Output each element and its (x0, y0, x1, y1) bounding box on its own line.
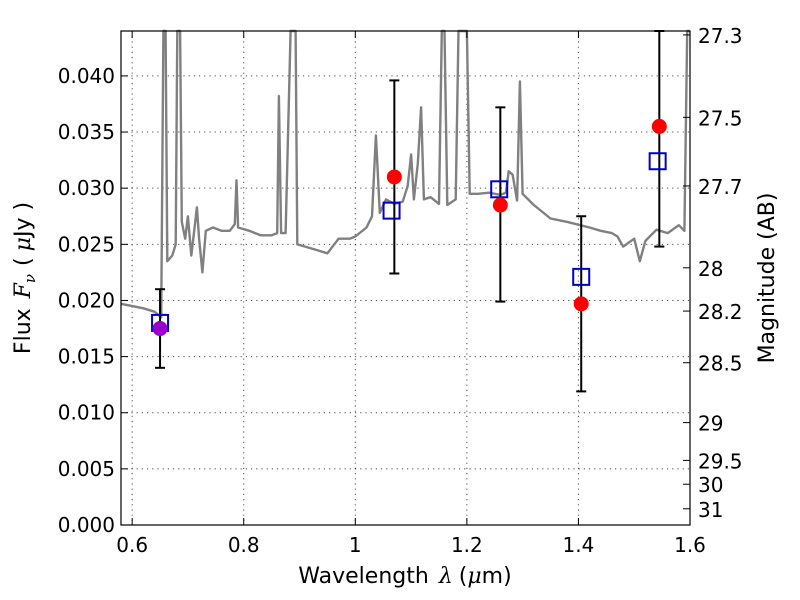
y-tick-label: 0.015 (58, 345, 115, 369)
axis-ticks: 0.6 0.8 1 1.2 1.4 1.6 0.000 0.005 0.010 0.015 0.02… (58, 24, 743, 557)
magnitude-tick-label: 27.5 (698, 106, 743, 130)
y-tick-label: 0.025 (58, 232, 115, 256)
y-tick-label: 0.000 (58, 513, 115, 537)
photometry-points (151, 30, 667, 393)
magnitude-tick-label: 28.5 (698, 352, 743, 376)
model-square-marker (572, 267, 591, 286)
grid-lines (121, 31, 690, 525)
observed-point (152, 321, 168, 337)
x-axis-label: Wavelength λ (μm) (298, 564, 511, 589)
magnitude-tick-label: 30 (698, 473, 723, 497)
y-tick-label: 0.030 (58, 176, 115, 200)
magnitude-axis-label: Magnitude (AB) (755, 193, 780, 364)
spectrum-series (120, 29, 690, 319)
magnitude-tick-label: 28.2 (698, 300, 743, 324)
observed-point (573, 296, 589, 312)
y-tick-label: 0.035 (58, 120, 115, 144)
x-tick-label: 1.6 (674, 533, 706, 557)
magnitude-tick-label: 29 (698, 412, 723, 436)
x-tick-label: 1.4 (563, 533, 595, 557)
y-tick-label: 0.040 (58, 64, 115, 88)
x-tick-label: 1.2 (451, 533, 483, 557)
x-tick-label: 0.6 (116, 533, 148, 557)
magnitude-tick-label: 31 (698, 498, 723, 522)
y-axis-label: FluxFν(μJy ) (11, 202, 39, 354)
observed-point (386, 169, 402, 185)
magnitude-tick-label: 28 (698, 257, 723, 281)
model-square-marker (490, 180, 509, 199)
observed-point (492, 197, 508, 213)
model-square-marker (382, 201, 401, 220)
spectrum-line (120, 29, 690, 319)
y-tick-label: 0.005 (58, 457, 115, 481)
magnitude-tick-label: 29.5 (698, 449, 743, 473)
x-tick-label: 0.8 (228, 533, 260, 557)
observed-point (651, 118, 667, 134)
model-square-marker (648, 152, 667, 171)
x-tick-label: 1 (349, 533, 362, 557)
y-tick-label: 0.020 (58, 288, 115, 312)
y-tick-label: 0.010 (58, 401, 115, 425)
plot-frame (120, 30, 691, 526)
magnitude-tick-label: 27.7 (698, 175, 743, 199)
magnitude-tick-label: 27.3 (698, 24, 743, 48)
